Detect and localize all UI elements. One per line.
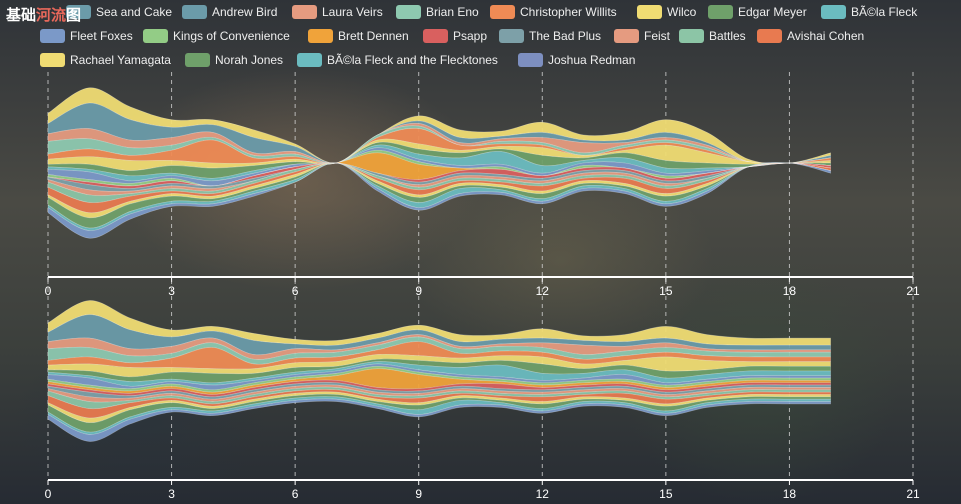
legend-label: Brett Dennen: [338, 29, 409, 43]
legend-label: Wilco: [667, 5, 697, 19]
legend-label: Fleet Foxes: [70, 29, 133, 43]
legend-label: Rachael Yamagata: [70, 53, 171, 67]
x-tick-label: 21: [906, 487, 920, 501]
legend-item[interactable]: BÃ©la Fleck: [821, 4, 917, 20]
x-tick-label: 15: [659, 487, 673, 501]
x-tick-label: 6: [292, 487, 299, 501]
legend-label: Laura Veirs: [322, 5, 383, 19]
legend-swatch: [308, 29, 333, 43]
legend-item[interactable]: Rachael Yamagata: [40, 52, 171, 68]
legend-item[interactable]: Christopher Willits: [490, 4, 617, 20]
legend-item[interactable]: Wilco: [637, 4, 696, 20]
legend-swatch: [518, 53, 543, 67]
title-highlight: 河流: [36, 7, 67, 24]
legend-item[interactable]: Sea and Cake: [66, 4, 172, 20]
legend-swatch: [423, 29, 448, 43]
legend-swatch: [185, 53, 210, 67]
legend-item[interactable]: Kings of Convenience: [143, 28, 290, 44]
legend-item[interactable]: Feist: [614, 28, 670, 44]
x-tick-label: 9: [415, 487, 422, 501]
title-prefix: 基础: [6, 7, 37, 24]
legend-swatch: [499, 29, 524, 43]
legend[interactable]: Sea and Cake Andrew Bird Laura Veirs Brian …: [0, 0, 961, 72]
river-layer[interactable]: [47, 398, 831, 442]
legend-item[interactable]: Norah Jones: [185, 52, 283, 68]
legend-label: Battles: [709, 29, 746, 43]
legend-swatch: [757, 29, 782, 43]
legend-swatch: [490, 5, 515, 19]
legend-item[interactable]: Andrew Bird: [182, 4, 277, 20]
x-tick-label: 3: [168, 487, 175, 501]
legend-label: Joshua Redman: [548, 53, 636, 67]
legend-swatch: [292, 5, 317, 19]
legend-label: Andrew Bird: [212, 5, 278, 19]
legend-item[interactable]: Brett Dennen: [308, 28, 409, 44]
legend-item[interactable]: Joshua Redman: [518, 52, 635, 68]
legend-swatch: [708, 5, 733, 19]
river-layers[interactable]: [47, 300, 831, 442]
legend-swatch: [297, 53, 322, 67]
legend-label: Kings of Convenience: [173, 29, 290, 43]
legend-swatch: [143, 29, 168, 43]
legend-label: Avishai Cohen: [787, 29, 865, 43]
legend-item[interactable]: Brian Eno: [396, 4, 479, 20]
legend-swatch: [614, 29, 639, 43]
x-tick-label: 0: [45, 487, 52, 501]
legend-item[interactable]: BÃ©la Fleck and the Flecktones: [297, 52, 498, 68]
legend-item[interactable]: Avishai Cohen: [757, 28, 864, 44]
legend-label: Edgar Meyer: [738, 5, 807, 19]
legend-label: Sea and Cake: [96, 5, 173, 19]
x-tick-label: 18: [783, 487, 797, 501]
legend-item[interactable]: Edgar Meyer: [708, 4, 807, 20]
legend-label: Christopher Willits: [520, 5, 617, 19]
legend-swatch: [821, 5, 846, 19]
legend-item[interactable]: Battles: [679, 28, 746, 44]
legend-label: Psapp: [453, 29, 488, 43]
legend-label: BÃ©la Fleck and the Flecktones: [327, 53, 498, 67]
river-panel-bottom[interactable]: 0 3 6 9 12 15 18 21: [45, 280, 920, 501]
legend-item[interactable]: Fleet Foxes: [40, 28, 133, 44]
river-layer[interactable]: [47, 162, 831, 239]
legend-item[interactable]: Psapp: [423, 28, 487, 44]
legend-item[interactable]: The Bad Plus: [499, 28, 601, 44]
legend-label: Norah Jones: [215, 53, 284, 67]
legend-swatch: [679, 29, 704, 43]
legend-label: The Bad Plus: [529, 29, 602, 43]
legend-label: Feist: [644, 29, 671, 43]
legend-label: Brian Eno: [426, 5, 479, 19]
x-tick-label: 12: [536, 487, 550, 501]
title-suffix: 图: [66, 7, 82, 24]
legend-item[interactable]: Laura Veirs: [292, 4, 383, 20]
legend-swatch: [637, 5, 662, 19]
legend-label: BÃ©la Fleck: [851, 5, 918, 19]
river-layers[interactable]: [47, 87, 831, 239]
legend-swatch: [40, 53, 65, 67]
legend-swatch: [396, 5, 421, 19]
legend-swatch: [182, 5, 207, 19]
chart-title: 基础河流图: [6, 4, 81, 25]
legend-swatch: [40, 29, 65, 43]
legend-swatch: [66, 5, 91, 19]
